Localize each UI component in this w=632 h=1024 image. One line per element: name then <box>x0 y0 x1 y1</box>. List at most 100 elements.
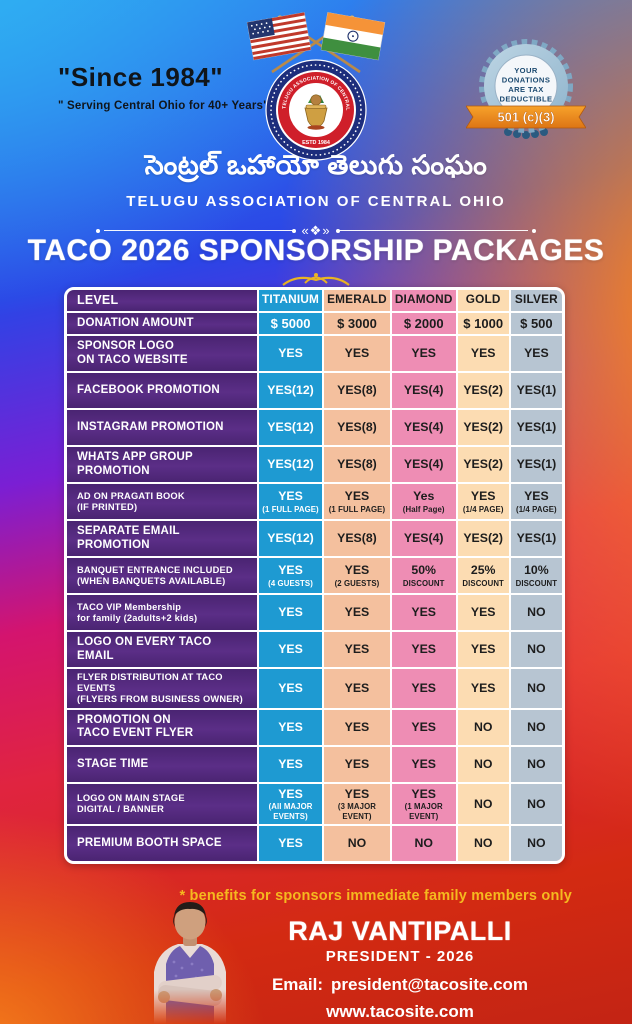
cell-diamond: YES(4) <box>391 447 456 483</box>
row-label: TACO VIP Membership for family (2adults+… <box>67 595 257 631</box>
cell-value: YES <box>344 757 370 772</box>
cell-value: YES(12) <box>267 420 314 435</box>
cell-subvalue: DISCOUNT <box>402 578 445 588</box>
cell-silver: NO <box>510 669 562 708</box>
us-flag-icon <box>246 12 312 61</box>
president-name: RAJ VANTIPALLI <box>288 916 512 946</box>
cell-titanium: YES <box>259 746 323 782</box>
cell-value: YES <box>344 563 370 578</box>
cell-emerald: YES(8) <box>324 373 390 409</box>
cell-subvalue: DISCOUNT <box>515 578 558 588</box>
cell-value: YES <box>470 346 496 361</box>
cell-subvalue: (All MAJOR EVENTS) <box>268 802 313 821</box>
cell-emerald: YES <box>324 336 390 372</box>
india-flag-icon <box>320 12 386 61</box>
cell-silver: NO <box>510 746 562 782</box>
cell-value: YES(8) <box>337 383 377 398</box>
cell-diamond: YES (1 MAJOR EVENT) <box>391 783 456 824</box>
row-label: LOGO ON EVERY TACO EMAIL <box>67 632 257 668</box>
cell-value: NO <box>473 720 493 735</box>
taco-logo: TELUGU ASSOCIATION OF CENTRAL OHIO ESTD … <box>264 58 367 161</box>
cell-titanium: YES (All MAJOR EVENTS) <box>259 783 323 824</box>
cell-gold: YES(2) <box>457 373 509 409</box>
cell-subvalue: (1/4 PAGE) <box>516 504 557 514</box>
cell-value: YES(12) <box>267 383 314 398</box>
cell-value: YES <box>278 757 303 772</box>
logo-estd-text: ESTD 1984 <box>302 140 330 146</box>
cell-diamond: YES(4) <box>391 521 456 557</box>
cell-value: NO <box>527 796 546 811</box>
cell-silver: $ 500 <box>510 312 562 335</box>
cell-gold: NO <box>457 709 509 745</box>
cell-emerald: YES <box>324 595 390 631</box>
page-title: TACO 2026 SPONSORSHIP PACKAGES <box>27 234 605 267</box>
cell-value: 10% <box>524 563 549 578</box>
cell-value: YES(4) <box>403 383 444 398</box>
cell-emerald: YES (1 FULL PAGE) <box>324 484 390 520</box>
cell-subvalue: (1 MAJOR EVENT) <box>404 802 443 821</box>
cell-gold: NO <box>457 825 509 861</box>
cell-emerald: YES(8) <box>324 521 390 557</box>
divider-line <box>95 228 297 233</box>
cell-value: $ 5000 <box>270 315 311 331</box>
cell-emerald: YES (3 MAJOR EVENT) <box>324 783 390 824</box>
cell-emerald: YES <box>324 669 390 708</box>
cell-gold: YES(2) <box>457 410 509 446</box>
cell-value: NO <box>527 720 546 735</box>
cell-titanium: YES <box>259 595 323 631</box>
emblem-block: TELUGU ASSOCIATION OF CENTRAL OHIO ESTD … <box>236 8 396 162</box>
column-header-gold: GOLD <box>457 290 509 311</box>
cell-titanium: YES <box>259 336 323 372</box>
cell-subvalue: (1 FULL PAGE) <box>328 504 386 514</box>
cell-titanium: YES (1 FULL PAGE) <box>259 484 323 520</box>
column-header-diamond: DIAMOND <box>391 290 456 311</box>
cell-value: YES <box>470 642 496 657</box>
website-url: www.tacosite.com <box>326 1002 474 1021</box>
cell-value: YES <box>278 605 303 620</box>
cell-value: YES(2) <box>463 383 503 398</box>
cell-silver: YES <box>510 336 562 372</box>
cell-silver: NO <box>510 709 562 745</box>
footer-contact: RAJ VANTIPALLI PRESIDENT - 2026 Email: pr… <box>228 916 572 1022</box>
cell-diamond: YES <box>391 595 456 631</box>
kalash-icon <box>304 94 328 130</box>
cell-gold: YES (1/4 PAGE) <box>457 484 509 520</box>
cell-value: YES <box>411 642 436 657</box>
president-photo <box>154 902 226 1024</box>
cell-silver: 10% DISCOUNT <box>510 558 562 594</box>
cell-silver: YES (1/4 PAGE) <box>510 484 562 520</box>
column-header-silver: SILVER <box>510 290 562 311</box>
row-label: STAGE TIME <box>67 746 257 782</box>
cell-emerald: NO <box>324 825 390 861</box>
row-label: FACEBOOK PROMOTION <box>67 373 257 409</box>
since-1984-text: "Since 1984" <box>58 62 224 92</box>
divider-ornament-icon: «❖» <box>301 223 331 238</box>
tax-deductible-badge: YOUR DONATIONS ARE TAX DEDUCTIBLE 501 (c… <box>466 39 586 139</box>
cell-value: YES <box>411 757 436 772</box>
column-header-emerald: EMERALD <box>324 290 390 311</box>
cell-titanium: YES <box>259 709 323 745</box>
cell-value: YES(12) <box>267 457 314 472</box>
cell-value: NO <box>527 681 546 696</box>
column-header-level: LEVEL <box>67 290 257 311</box>
cell-value: YES(8) <box>337 420 377 435</box>
cell-value: YES <box>470 605 496 620</box>
cell-value: NO <box>527 605 546 620</box>
cell-emerald: YES(8) <box>324 447 390 483</box>
cell-diamond: NO <box>391 825 456 861</box>
cell-value: NO <box>473 757 493 772</box>
cell-gold: YES <box>457 669 509 708</box>
cell-titanium: YES(12) <box>259 521 323 557</box>
cell-gold: YES(2) <box>457 447 509 483</box>
cell-subvalue: (1 FULL PAGE) <box>262 504 319 514</box>
cell-value: YES <box>344 489 370 504</box>
cell-value: $ 500 <box>520 315 553 331</box>
cell-value: YES(2) <box>463 531 503 546</box>
org-name-telugu: సెంట్రల్ ఒహాయో తెలుగు సంఘం <box>144 150 488 180</box>
cell-diamond: Yes (Half Page) <box>391 484 456 520</box>
cell-diamond: YES <box>391 669 456 708</box>
cell-value: YES(2) <box>463 420 503 435</box>
cell-value: YES <box>278 681 303 696</box>
cell-value: YES <box>344 681 370 696</box>
president-role: PRESIDENT - 2026 <box>325 948 475 965</box>
